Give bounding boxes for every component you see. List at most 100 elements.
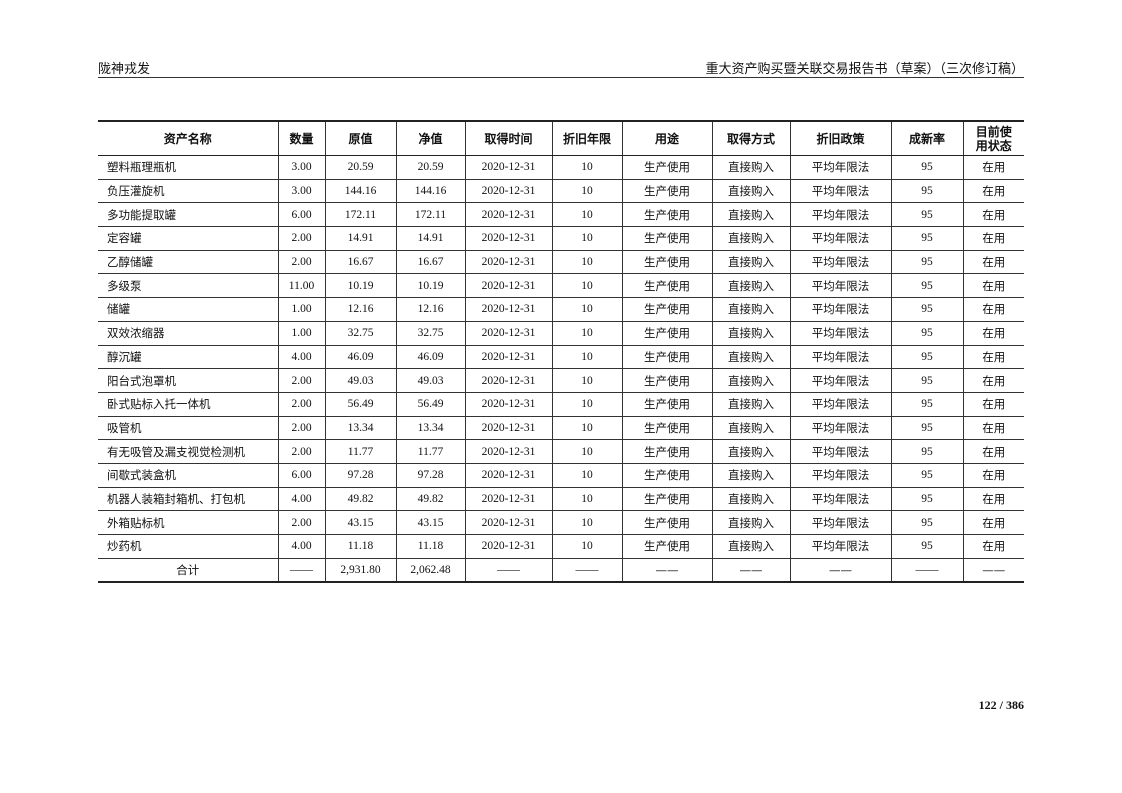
table-cell: 2.00	[277, 249, 326, 275]
table-cell: 生产使用	[621, 439, 713, 464]
table-cell: 在用	[962, 391, 1024, 417]
table-cell: 储罐	[98, 297, 279, 322]
table-cell: 直接购入	[711, 320, 791, 346]
table-cell: 2020-12-31	[464, 320, 553, 346]
table-cell: 在用	[962, 534, 1024, 559]
column-header: 资产名称	[98, 120, 279, 156]
column-header: 用途	[621, 120, 713, 156]
table-cell: 11.18	[395, 534, 466, 559]
column-header: 净值	[395, 120, 466, 156]
table-cell: 吸管机	[98, 415, 279, 441]
table-cell: 10	[551, 439, 623, 464]
table-cell: 平均年限法	[789, 249, 892, 275]
table-cell: 2020-12-31	[464, 273, 553, 299]
table-cell: 生产使用	[621, 510, 713, 535]
column-header: 折旧年限	[551, 120, 623, 156]
table-cell: 11.77	[395, 439, 466, 464]
table-cell: 10	[551, 368, 623, 393]
table-cell: 2020-12-31	[464, 344, 553, 370]
table-cell: 双效浓缩器	[98, 320, 279, 346]
table-cell: 平均年限法	[789, 178, 892, 204]
table-cell: 卧式贴标入托一体机	[98, 391, 279, 417]
table-cell: 2020-12-31	[464, 415, 553, 441]
table-header-row: 资产名称 数量 原值 净值 取得时间 折旧年限 用途 取得方式 折旧政策 成新率 目前使用状态	[98, 120, 1024, 156]
table-cell: 在用	[962, 439, 1024, 464]
table-cell: 在用	[962, 202, 1024, 228]
table-cell: 95	[890, 462, 964, 488]
table-cell: 20.59	[324, 155, 397, 180]
table-cell: 在用	[962, 462, 1024, 488]
table-cell: 10	[551, 462, 623, 488]
table-cell: 2020-12-31	[464, 368, 553, 393]
table-cell: 43.15	[324, 510, 397, 535]
table-cell: 有无吸管及漏支视觉检测机	[98, 439, 279, 464]
table-cell: 97.28	[395, 462, 466, 488]
table-cell: 10	[551, 486, 623, 512]
table-cell: 生产使用	[621, 320, 713, 346]
table-row: 阳台式泡罩机 2.00 49.03 49.03 2020-12-31 10 生产使用 直接购入…	[98, 368, 1024, 393]
table-cell: 2.00	[277, 226, 326, 251]
table-cell: 16.67	[395, 249, 466, 275]
table-cell: 2020-12-31	[464, 534, 553, 559]
header-company: 陇神戎发	[98, 62, 151, 77]
table-cell: 生产使用	[621, 368, 713, 393]
table-cell: 生产使用	[621, 486, 713, 512]
table-cell: 95	[890, 344, 964, 370]
table-cell: 3.00	[277, 178, 326, 204]
table-cell: 20.59	[395, 155, 466, 180]
table-cell: 10	[551, 534, 623, 559]
table-cell: 多功能提取罐	[98, 202, 279, 228]
table-cell: 172.11	[395, 202, 466, 228]
table-cell: 醇沉罐	[98, 344, 279, 370]
table-cell: 直接购入	[711, 178, 791, 204]
table-cell: 10	[551, 273, 623, 299]
table-cell: 生产使用	[621, 415, 713, 441]
table-cell: 1.00	[277, 297, 326, 322]
header-divider	[98, 77, 1024, 78]
table-cell: 2020-12-31	[464, 226, 553, 251]
table-cell: 直接购入	[711, 415, 791, 441]
table-row: 机器人装箱封箱机、打包机 4.00 49.82 49.82 2020-12-31 10 生产…	[98, 486, 1024, 512]
table-cell: 直接购入	[711, 226, 791, 251]
table-cell: 46.09	[324, 344, 397, 370]
table-cell: 平均年限法	[789, 320, 892, 346]
table-cell: 56.49	[395, 391, 466, 417]
table-cell: 2020-12-31	[464, 249, 553, 275]
table-cell: 平均年限法	[789, 368, 892, 393]
table-cell: 95	[890, 391, 964, 417]
table-cell: 塑料瓶理瓶机	[98, 155, 279, 180]
table-cell: 95	[890, 486, 964, 512]
table-row: 定容罐 2.00 14.91 14.91 2020-12-31 10 生产使用 直接购入 平均年…	[98, 226, 1024, 251]
table-cell: 在用	[962, 344, 1024, 370]
table-cell: 16.67	[324, 249, 397, 275]
table-cell: 在用	[962, 297, 1024, 322]
table-cell: 外箱贴标机	[98, 510, 279, 535]
table-cell: 14.91	[324, 226, 397, 251]
table-cell: 间歇式装盒机	[98, 462, 279, 488]
table-cell: 144.16	[395, 178, 466, 204]
table-cell: 13.34	[395, 415, 466, 441]
table-cell: 95	[890, 534, 964, 559]
table-cell: ——	[890, 557, 964, 583]
table-cell: 2020-12-31	[464, 155, 553, 180]
table-cell: 生产使用	[621, 226, 713, 251]
table-cell: 直接购入	[711, 486, 791, 512]
table-cell: 4.00	[277, 344, 326, 370]
table-cell: 49.03	[395, 368, 466, 393]
table-row: 卧式贴标入托一体机 2.00 56.49 56.49 2020-12-31 10 生产使用直…	[98, 391, 1024, 417]
table-cell: 32.75	[324, 320, 397, 346]
column-header: 目前使用状态	[962, 120, 1024, 156]
table-total-row: 合计 —— 2,931.80 2,062.48 —— —— —— —— —— —— ——	[98, 557, 1024, 583]
table-cell: 在用	[962, 320, 1024, 346]
table-cell: 11.18	[324, 534, 397, 559]
header-doc-title: 重大资产购买暨关联交易报告书（草案）（三次修订稿）	[705, 62, 1024, 77]
table-cell: ——	[962, 557, 1024, 583]
table-cell: 生产使用	[621, 534, 713, 559]
table-cell: 2,931.80	[324, 557, 397, 583]
table-cell: 平均年限法	[789, 462, 892, 488]
table-cell: 直接购入	[711, 202, 791, 228]
table-row: 塑料瓶理瓶机 3.00 20.59 20.59 2020-12-31 10 生产使用 直接购入…	[98, 155, 1024, 180]
table-cell: 10.19	[395, 273, 466, 299]
table-cell: 生产使用	[621, 462, 713, 488]
table-cell: 3.00	[277, 155, 326, 180]
